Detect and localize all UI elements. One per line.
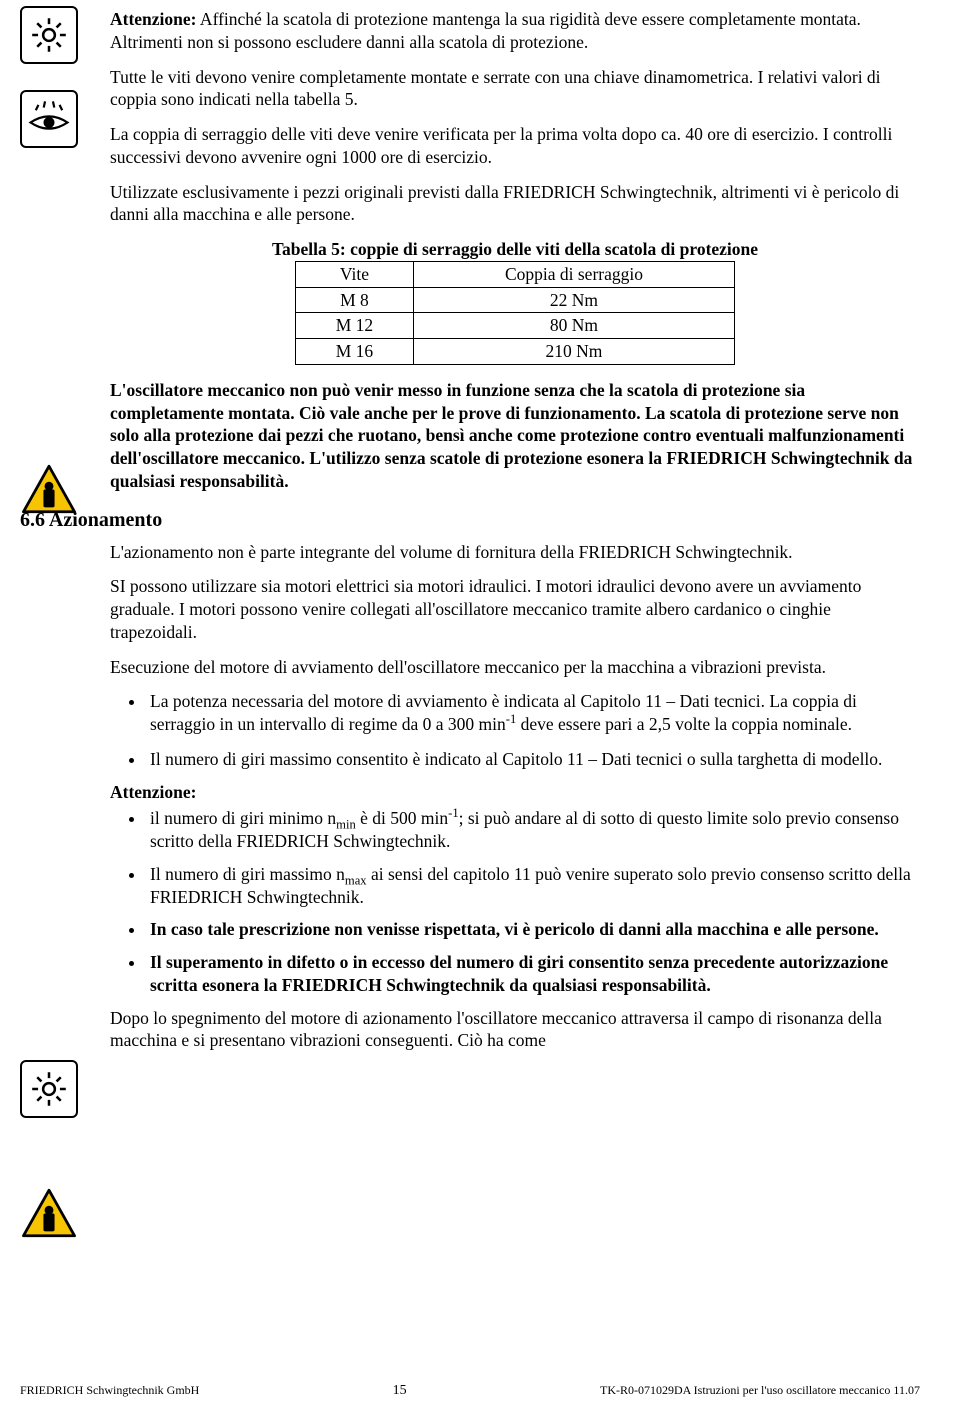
section-heading: 6.6 Azionamento <box>20 507 920 533</box>
list-item: Il numero di giri massimo nmax ai sensi … <box>146 863 920 909</box>
body-text: Tutte le viti devono venire completament… <box>110 66 920 112</box>
table-header: Coppia di serraggio <box>413 261 734 287</box>
body-text: Affinché la scatola di protezione manten… <box>110 9 861 52</box>
table-cell: M 12 <box>296 313 414 339</box>
body-text: La coppia di serraggio delle viti deve v… <box>110 123 920 169</box>
gear-icon <box>20 1060 78 1118</box>
torque-table-block: Tabella 5: coppie di serraggio delle vit… <box>110 238 920 365</box>
body-text: SI possono utilizzare sia motori elettri… <box>110 575 920 643</box>
table-cell: 22 Nm <box>413 287 734 313</box>
attention-label: Attenzione: <box>110 9 197 29</box>
attention-label: Attenzione: <box>110 781 920 804</box>
body-text: Esecuzione del motore di avviamento dell… <box>110 656 920 679</box>
bullet-list: il numero di giri minimo nmin è di 500 m… <box>110 807 920 996</box>
gear-icon <box>20 6 78 64</box>
footer-right: TK-R0-071029DA Istruzioni per l'uso osci… <box>600 1383 920 1399</box>
table-cell: M 16 <box>296 339 414 365</box>
warning-triangle-icon <box>20 1186 78 1240</box>
table-cell: 80 Nm <box>413 313 734 339</box>
table-caption: Tabella 5: coppie di serraggio delle vit… <box>110 238 920 261</box>
bullet-list: La potenza necessaria del motore di avvi… <box>110 690 920 770</box>
table-cell: 210 Nm <box>413 339 734 365</box>
body-text-bold: L'oscillatore meccanico non può venir me… <box>110 379 920 493</box>
body-text: L'azionamento non è parte integrante del… <box>110 541 920 564</box>
body-text: Utilizzate esclusivamente i pezzi origin… <box>110 181 920 227</box>
table-cell: M 8 <box>296 287 414 313</box>
list-item: il numero di giri minimo nmin è di 500 m… <box>146 807 920 853</box>
torque-table: ViteCoppia di serraggio M 822 Nm M 1280 … <box>295 261 735 365</box>
body-text: Dopo lo spegnimento del motore di aziona… <box>110 1007 920 1053</box>
warning-triangle-icon <box>20 462 78 516</box>
page-footer: FRIEDRICH Schwingtechnik GmbH 15 TK-R0-0… <box>20 1382 920 1400</box>
list-item-bold: In caso tale prescrizione non venisse ri… <box>146 918 920 941</box>
footer-left: FRIEDRICH Schwingtechnik GmbH <box>20 1383 199 1399</box>
list-item-bold: Il superamento in difetto o in eccesso d… <box>146 951 920 997</box>
table-header: Vite <box>296 261 414 287</box>
list-item: La potenza necessaria del motore di avvi… <box>146 690 920 736</box>
attention-paragraph: Attenzione: Affinché la scatola di prote… <box>110 8 920 226</box>
warning-paragraph: L'oscillatore meccanico non può venir me… <box>110 379 920 493</box>
list-item: Il numero di giri massimo consentito è i… <box>146 748 920 771</box>
eye-icon <box>20 90 78 148</box>
footer-page-number: 15 <box>393 1382 407 1400</box>
